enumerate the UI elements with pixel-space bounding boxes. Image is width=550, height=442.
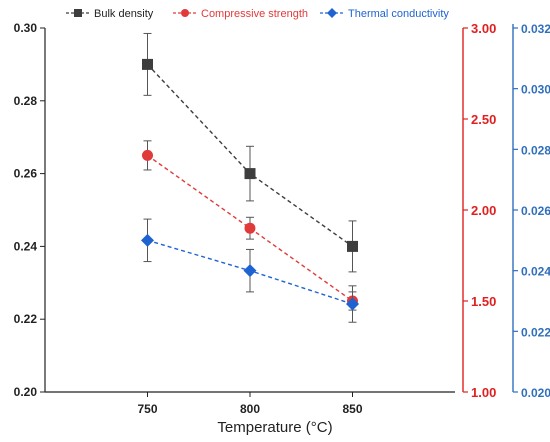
legend-item-0: Bulk density [66,8,154,20]
data-point [142,58,153,70]
x-axis-tick-label: 800 [240,402,260,416]
left-axis-tick-label: 0.20 [14,385,38,399]
legend: Bulk density Compressive strength Thermal … [63,3,449,23]
data-point [244,222,256,234]
axes-layer: 0.20 0.22 0.24 0.26 0.28 0.30 750 800 850 Tempera… [14,21,550,436]
legend-item-1: Compressive strength [173,8,308,20]
legend-marker [74,9,82,17]
x-axis-tick-label: 850 [342,402,362,416]
left-axis-tick-label: 0.22 [14,312,38,326]
data-point [141,233,154,247]
data-point [142,149,153,161]
right2-axis-tick-label: 0.026 [521,204,550,218]
data-point [244,168,256,180]
data-point [347,240,358,252]
data-point [346,297,359,311]
legend-marker [181,9,189,17]
right1-axis-tick-label: 2.50 [471,112,496,127]
left-axis-tick-label: 0.24 [14,239,38,253]
x-axis-tick-label: 750 [137,402,157,416]
right1-axis-tick-label: 2.00 [471,203,496,218]
x-axis-label: Temperature (°C) [217,419,332,436]
right1-axis-tick-label: 3.00 [471,21,496,36]
legend-label: Thermal conductivity [348,8,449,20]
series-0 [142,32,358,273]
data-point [243,264,257,278]
legend-label: Compressive strength [201,8,308,20]
left-axis-tick-label: 0.26 [14,167,38,181]
right1-axis-tick-label: 1.00 [471,385,496,400]
right1-axis-tick-label: 1.50 [471,294,496,309]
right2-axis-tick-label: 0.032 [521,22,550,36]
right2-axis-tick-label: 0.030 [521,83,550,97]
legend-label: Bulk density [94,8,154,20]
left-axis-tick-label: 0.30 [14,21,38,35]
right2-axis-tick-label: 0.022 [521,325,550,339]
legend-item-2: Thermal conductivity [320,8,449,20]
right2-axis-tick-label: 0.024 [521,265,550,279]
series-2 [141,218,359,323]
left-axis-tick-label: 0.28 [14,94,38,108]
series-layer [141,32,359,323]
legend-box [63,3,449,23]
right2-axis-tick-label: 0.020 [521,386,550,400]
legend-marker [327,8,337,18]
right2-axis-tick-label: 0.028 [521,143,550,157]
